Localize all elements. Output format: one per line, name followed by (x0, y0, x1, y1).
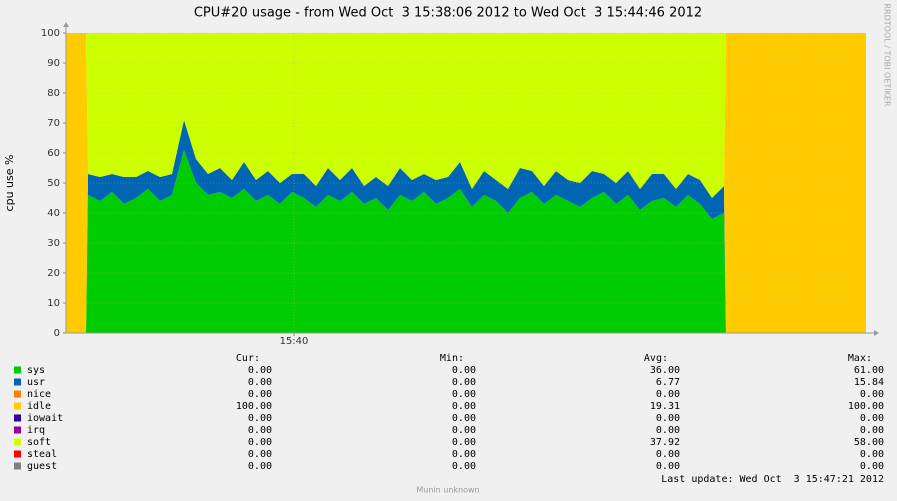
watermark: RRDTOOL / TOBI OETIKER (883, 3, 892, 106)
stat-value: 0.00 (452, 365, 476, 376)
stat-header: Min: (440, 353, 464, 364)
stat-value: 0.00 (656, 413, 680, 424)
legend-label: nice (27, 389, 51, 400)
legend-swatch (14, 402, 21, 410)
legend-swatch (14, 390, 21, 398)
area (66, 150, 866, 333)
legend-label: irq (27, 425, 45, 436)
stat-value: 0.00 (656, 461, 680, 472)
y-tick-label: 0 (54, 328, 60, 339)
legend-swatch (14, 366, 21, 374)
stat-header: Max: (848, 353, 872, 364)
stat-value: 0.00 (656, 449, 680, 460)
stat-value: 0.00 (248, 449, 272, 460)
stat-value: 0.00 (248, 389, 272, 400)
stat-value: 0.00 (248, 365, 272, 376)
x-axis-arrow (874, 330, 879, 336)
legend-swatch (14, 414, 21, 422)
stat-value: 37.92 (650, 437, 680, 448)
stat-value: 0.00 (248, 461, 272, 472)
stat-value: 0.00 (248, 413, 272, 424)
legend-label: soft (27, 437, 51, 448)
stat-value: 58.00 (854, 437, 884, 448)
stat-value: 0.00 (860, 413, 884, 424)
stat-value: 0.00 (452, 413, 476, 424)
footer: Munin unknown (416, 486, 479, 495)
stat-value: 0.00 (452, 425, 476, 436)
legend-swatch (14, 450, 21, 458)
y-tick-label: 100 (41, 28, 60, 39)
y-tick-label: 20 (47, 268, 60, 279)
legend-swatch (14, 462, 21, 470)
stat-value: 100.00 (236, 401, 272, 412)
stat-value: 19.31 (650, 401, 680, 412)
legend-swatch (14, 426, 21, 434)
chart-title: CPU#20 usage - from Wed Oct 3 15:38:06 2… (194, 6, 702, 21)
stat-header: Avg: (644, 353, 668, 364)
stat-value: 0.00 (248, 377, 272, 388)
y-tick-label: 40 (47, 208, 60, 219)
stat-value: 0.00 (452, 401, 476, 412)
y-axis-label: cpu use % (3, 155, 16, 212)
y-tick-label: 30 (47, 238, 60, 249)
y-axis-arrow (63, 22, 69, 27)
x-tick-label: 15:40 (280, 336, 309, 347)
y-tick-label: 10 (47, 298, 60, 309)
y-tick-label: 60 (47, 148, 60, 159)
stat-value: 6.77 (656, 377, 680, 388)
legend-label: usr (27, 377, 45, 388)
stat-value: 0.00 (452, 377, 476, 388)
stat-value: 100.00 (848, 401, 884, 412)
stat-value: 0.00 (656, 389, 680, 400)
y-tick-label: 90 (47, 58, 60, 69)
last-update: Last update: Wed Oct 3 15:47:21 2012 (661, 474, 884, 485)
legend-label: steal (27, 449, 57, 460)
legend-swatch (14, 438, 21, 446)
legend-label: guest (27, 461, 57, 472)
stat-value: 0.00 (656, 425, 680, 436)
stat-value: 0.00 (452, 389, 476, 400)
legend-label: iowait (27, 413, 63, 424)
stat-value: 0.00 (452, 449, 476, 460)
stat-value: 61.00 (854, 365, 884, 376)
stat-value: 15.84 (854, 377, 884, 388)
stat-header: Cur: (236, 353, 260, 364)
legend-label: sys (27, 365, 45, 376)
y-tick-label: 70 (47, 118, 60, 129)
stat-value: 0.00 (452, 437, 476, 448)
legend-label: idle (27, 401, 51, 412)
stat-value: 0.00 (860, 425, 884, 436)
area (66, 33, 866, 198)
stat-value: 0.00 (452, 461, 476, 472)
stat-value: 0.00 (248, 437, 272, 448)
stat-value: 0.00 (860, 389, 884, 400)
stat-value: 0.00 (248, 425, 272, 436)
y-tick-label: 80 (47, 88, 60, 99)
legend-swatch (14, 378, 21, 386)
stat-value: 0.00 (860, 449, 884, 460)
stat-value: 0.00 (860, 461, 884, 472)
area (66, 120, 866, 333)
stat-value: 36.00 (650, 365, 680, 376)
y-tick-label: 50 (47, 178, 60, 189)
